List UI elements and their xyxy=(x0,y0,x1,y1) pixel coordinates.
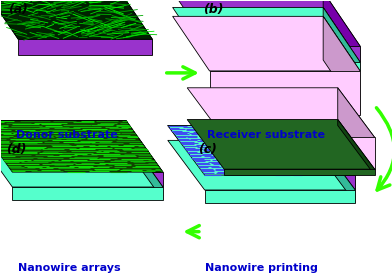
Text: Donor substrate: Donor substrate xyxy=(16,130,118,140)
Polygon shape xyxy=(187,120,375,169)
Polygon shape xyxy=(172,8,360,62)
Polygon shape xyxy=(0,0,152,39)
Polygon shape xyxy=(0,121,163,172)
Polygon shape xyxy=(168,125,355,175)
Polygon shape xyxy=(323,8,360,71)
Polygon shape xyxy=(338,88,375,169)
Polygon shape xyxy=(210,46,360,62)
Polygon shape xyxy=(318,140,355,203)
Polygon shape xyxy=(18,39,152,55)
Polygon shape xyxy=(0,135,163,187)
Polygon shape xyxy=(115,0,152,55)
Text: Nanowire arrays: Nanowire arrays xyxy=(18,263,120,273)
Polygon shape xyxy=(168,140,355,190)
Polygon shape xyxy=(210,62,360,71)
Polygon shape xyxy=(168,125,355,175)
Polygon shape xyxy=(172,0,360,46)
Polygon shape xyxy=(126,121,163,187)
Text: Nanowire printing: Nanowire printing xyxy=(205,263,318,273)
Polygon shape xyxy=(172,16,360,71)
Polygon shape xyxy=(210,71,360,115)
Polygon shape xyxy=(205,175,355,190)
Polygon shape xyxy=(224,169,375,175)
Polygon shape xyxy=(0,121,163,172)
Polygon shape xyxy=(13,172,163,187)
Polygon shape xyxy=(205,190,355,203)
Polygon shape xyxy=(0,0,152,39)
Polygon shape xyxy=(224,137,375,169)
Polygon shape xyxy=(323,16,360,115)
Polygon shape xyxy=(126,135,163,200)
Text: Receiver substrate: Receiver substrate xyxy=(207,130,325,140)
Polygon shape xyxy=(338,120,375,175)
Text: (a): (a) xyxy=(9,3,28,16)
Polygon shape xyxy=(318,125,355,190)
Polygon shape xyxy=(13,187,163,200)
Polygon shape xyxy=(187,88,375,137)
Text: (c): (c) xyxy=(198,143,217,156)
Text: (b): (b) xyxy=(203,3,223,16)
Text: (d): (d) xyxy=(5,143,26,156)
Polygon shape xyxy=(323,0,360,62)
